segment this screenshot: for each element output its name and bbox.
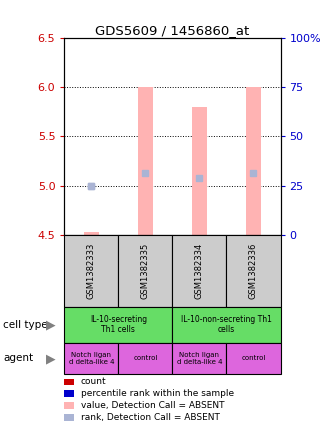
Text: count: count [81, 377, 107, 387]
Text: Notch ligan
d delta-like 4: Notch ligan d delta-like 4 [69, 352, 114, 365]
Text: IL-10-non-secreting Th1
cells: IL-10-non-secreting Th1 cells [181, 315, 272, 334]
Text: control: control [133, 355, 158, 362]
Text: GSM1382334: GSM1382334 [195, 243, 204, 299]
Text: IL-10-secreting
Th1 cells: IL-10-secreting Th1 cells [90, 315, 147, 334]
Text: cell type: cell type [3, 320, 48, 330]
Text: agent: agent [3, 354, 33, 363]
Text: GSM1382333: GSM1382333 [87, 242, 96, 299]
Text: GSM1382336: GSM1382336 [249, 242, 258, 299]
Bar [192, 107, 207, 235]
Bar [246, 87, 261, 235]
Bar [84, 232, 99, 235]
Bar [138, 87, 153, 235]
Title: GDS5609 / 1456860_at: GDS5609 / 1456860_at [95, 24, 249, 37]
Text: control: control [241, 355, 266, 362]
Text: rank, Detection Call = ABSENT: rank, Detection Call = ABSENT [81, 413, 220, 422]
Text: Notch ligan
d delta-like 4: Notch ligan d delta-like 4 [177, 352, 222, 365]
Text: value, Detection Call = ABSENT: value, Detection Call = ABSENT [81, 401, 224, 410]
Text: GSM1382335: GSM1382335 [141, 243, 150, 299]
Text: ▶: ▶ [46, 318, 56, 331]
Text: ▶: ▶ [46, 352, 56, 365]
Text: percentile rank within the sample: percentile rank within the sample [81, 389, 234, 398]
